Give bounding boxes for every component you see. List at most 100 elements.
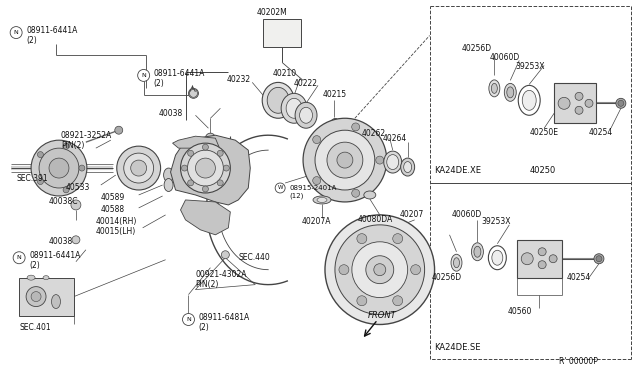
Text: 39253X: 39253X — [515, 62, 545, 71]
Circle shape — [217, 180, 223, 186]
Circle shape — [335, 225, 424, 314]
Circle shape — [549, 255, 557, 263]
Text: 40589: 40589 — [101, 193, 125, 202]
Ellipse shape — [492, 83, 497, 93]
Ellipse shape — [364, 191, 376, 199]
Ellipse shape — [330, 118, 338, 126]
Circle shape — [49, 158, 69, 178]
Text: PIN(2): PIN(2) — [195, 280, 219, 289]
Bar — [19, 278, 74, 315]
Circle shape — [13, 252, 25, 264]
Text: 40207A: 40207A — [302, 217, 332, 227]
Circle shape — [616, 98, 626, 108]
Bar — [263, 19, 301, 46]
Text: 40254: 40254 — [589, 128, 613, 137]
Circle shape — [327, 142, 363, 178]
Circle shape — [352, 242, 408, 298]
Text: 40060D: 40060D — [451, 211, 482, 219]
Circle shape — [195, 158, 216, 178]
Text: N: N — [14, 30, 19, 35]
Polygon shape — [171, 135, 250, 205]
Circle shape — [180, 143, 230, 193]
Text: N: N — [186, 317, 191, 322]
Circle shape — [38, 152, 44, 158]
Text: SEC.401: SEC.401 — [19, 323, 51, 332]
Text: SEC.391: SEC.391 — [16, 173, 48, 183]
Polygon shape — [173, 136, 220, 152]
Text: 40015(LH): 40015(LH) — [96, 227, 136, 236]
Text: 40014(RH): 40014(RH) — [96, 217, 137, 227]
Text: 40038C: 40038C — [49, 198, 79, 206]
Text: KA24DE.XE: KA24DE.XE — [435, 166, 481, 174]
Text: 40210: 40210 — [272, 69, 296, 78]
Circle shape — [138, 70, 150, 81]
Ellipse shape — [300, 107, 312, 123]
Text: 08911-6441A: 08911-6441A — [154, 69, 205, 78]
Circle shape — [202, 186, 209, 192]
Ellipse shape — [164, 179, 173, 192]
Circle shape — [217, 150, 223, 156]
Circle shape — [393, 296, 403, 306]
Ellipse shape — [454, 258, 460, 268]
Ellipse shape — [522, 90, 536, 110]
Ellipse shape — [404, 161, 412, 173]
Text: (2): (2) — [26, 36, 37, 45]
Circle shape — [313, 136, 321, 144]
Text: 39253X: 39253X — [481, 217, 511, 227]
Circle shape — [596, 256, 602, 262]
Circle shape — [352, 189, 360, 197]
Text: SEC.440: SEC.440 — [238, 253, 270, 262]
Ellipse shape — [384, 151, 402, 173]
Ellipse shape — [164, 168, 173, 182]
Circle shape — [188, 150, 194, 156]
Circle shape — [357, 234, 367, 244]
Circle shape — [31, 292, 41, 302]
Text: (2): (2) — [198, 323, 209, 332]
Circle shape — [221, 251, 229, 259]
Circle shape — [376, 156, 384, 164]
Circle shape — [189, 89, 198, 97]
Text: 40215: 40215 — [323, 90, 347, 99]
Bar — [554, 83, 596, 123]
Ellipse shape — [313, 196, 331, 204]
Text: PIN(2): PIN(2) — [61, 141, 84, 150]
Ellipse shape — [27, 275, 35, 280]
Circle shape — [10, 26, 22, 39]
Circle shape — [72, 236, 80, 244]
Ellipse shape — [489, 80, 500, 97]
Circle shape — [131, 160, 147, 176]
Circle shape — [558, 97, 570, 109]
Circle shape — [325, 215, 435, 324]
Ellipse shape — [472, 243, 483, 261]
Circle shape — [575, 106, 583, 114]
Text: (12): (12) — [289, 193, 303, 199]
Ellipse shape — [401, 158, 415, 176]
Circle shape — [538, 261, 546, 269]
Ellipse shape — [492, 250, 503, 265]
Text: N: N — [141, 73, 146, 78]
Circle shape — [182, 165, 188, 171]
Circle shape — [223, 165, 229, 171]
Circle shape — [124, 153, 154, 183]
Ellipse shape — [474, 246, 481, 257]
Text: (2): (2) — [29, 261, 40, 270]
Ellipse shape — [317, 198, 327, 202]
Circle shape — [189, 89, 198, 98]
Circle shape — [188, 180, 194, 186]
Circle shape — [115, 126, 123, 134]
Ellipse shape — [281, 93, 307, 123]
Text: 08911-6481A: 08911-6481A — [198, 313, 250, 322]
Circle shape — [116, 146, 161, 190]
Circle shape — [38, 179, 44, 185]
Text: (2): (2) — [154, 79, 164, 88]
Text: 40560: 40560 — [508, 307, 532, 316]
Text: 40250: 40250 — [529, 166, 556, 174]
Circle shape — [366, 256, 394, 283]
Text: 08921-3252A: 08921-3252A — [61, 131, 112, 140]
Text: 40207: 40207 — [400, 211, 424, 219]
Text: 40080DA: 40080DA — [358, 215, 393, 224]
Ellipse shape — [43, 276, 49, 280]
Text: 40588: 40588 — [101, 205, 125, 214]
Ellipse shape — [387, 155, 399, 170]
Text: 40254: 40254 — [567, 273, 591, 282]
